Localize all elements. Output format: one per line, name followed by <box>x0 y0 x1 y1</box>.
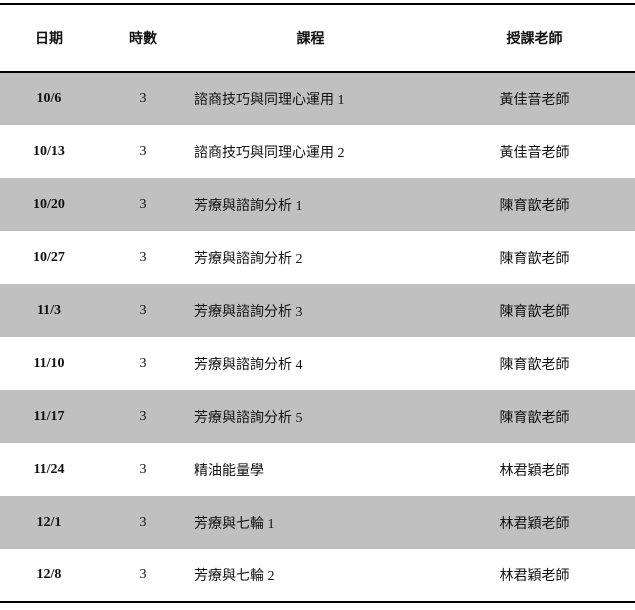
cell-hours: 3 <box>139 355 147 371</box>
cell-date: 12/1 <box>36 514 62 530</box>
table-row: 11/3 3 芳療與諮詢分析 3 陳育歆老師 <box>0 284 635 337</box>
cell-teacher: 陳育歆老師 <box>499 198 570 214</box>
table-row: 10/6 3 諮商技巧與同理心運用 1 黃佳音老師 <box>0 72 635 125</box>
cell-date: 10/20 <box>33 196 65 212</box>
cell-date: 10/27 <box>33 249 65 265</box>
table-row: 10/13 3 諮商技巧與同理心運用 2 黃佳音老師 <box>0 125 635 178</box>
header-date: 日期 <box>35 31 63 47</box>
cell-course: 芳療與諮詢分析 4 <box>194 357 303 373</box>
cell-teacher: 黃佳音老師 <box>499 145 570 161</box>
cell-teacher: 陳育歆老師 <box>499 357 570 373</box>
cell-course: 芳療與諮詢分析 2 <box>194 251 303 267</box>
cell-teacher: 陳育歆老師 <box>499 251 570 267</box>
cell-teacher: 陳育歆老師 <box>499 410 570 426</box>
cell-date: 11/24 <box>33 461 65 477</box>
cell-hours: 3 <box>139 408 147 424</box>
cell-teacher: 陳育歆老師 <box>499 304 570 320</box>
cell-hours: 3 <box>139 143 147 159</box>
cell-date: 12/8 <box>36 567 62 582</box>
cell-teacher: 林君穎老師 <box>499 516 570 532</box>
cell-course: 精油能量學 <box>194 463 264 479</box>
cell-teacher: 林君穎老師 <box>499 569 570 584</box>
table-row: 10/27 3 芳療與諮詢分析 2 陳育歆老師 <box>0 231 635 284</box>
cell-hours: 3 <box>139 461 147 477</box>
cell-date: 11/10 <box>33 355 65 371</box>
header-hours: 時數 <box>129 31 157 47</box>
cell-teacher: 黃佳音老師 <box>499 93 570 108</box>
cell-date: 11/3 <box>36 302 62 318</box>
table-row: 11/10 3 芳療與諮詢分析 4 陳育歆老師 <box>0 337 635 390</box>
cell-course: 芳療與諮詢分析 3 <box>194 304 303 320</box>
cell-hours: 3 <box>139 91 147 106</box>
cell-hours: 3 <box>139 196 147 212</box>
table-row: 12/1 3 芳療與七輪 1 林君穎老師 <box>0 496 635 549</box>
cell-teacher: 林君穎老師 <box>499 463 570 479</box>
course-schedule-table: 日期 時數 課程 授課老師 10/6 3 諮商技巧與同理心運用 1 黃佳音老師 10/1… <box>0 3 635 603</box>
cell-date: 11/17 <box>33 408 65 424</box>
cell-hours: 3 <box>139 514 147 530</box>
table-row: 12/8 3 芳療與七輪 2 林君穎老師 <box>0 549 635 602</box>
table-row: 10/20 3 芳療與諮詢分析 1 陳育歆老師 <box>0 178 635 231</box>
table-row: 11/17 3 芳療與諮詢分析 5 陳育歆老師 <box>0 390 635 443</box>
cell-course: 諮商技巧與同理心運用 1 <box>194 93 345 108</box>
table-header-row: 日期 時數 課程 授課老師 <box>0 4 635 72</box>
cell-course: 芳療與七輪 1 <box>194 516 275 532</box>
cell-course: 芳療與七輪 2 <box>194 569 275 584</box>
cell-date: 10/13 <box>33 143 65 159</box>
cell-hours: 3 <box>139 302 147 318</box>
table-row: 11/24 3 精油能量學 林君穎老師 <box>0 443 635 496</box>
cell-course: 諮商技巧與同理心運用 2 <box>194 145 345 161</box>
cell-course: 芳療與諮詢分析 5 <box>194 410 303 426</box>
cell-hours: 3 <box>139 249 147 265</box>
cell-hours: 3 <box>139 567 147 582</box>
cell-date: 10/6 <box>36 91 62 106</box>
header-course: 課程 <box>296 31 325 47</box>
cell-course: 芳療與諮詢分析 1 <box>194 198 303 214</box>
header-teacher: 授課老師 <box>506 31 563 47</box>
